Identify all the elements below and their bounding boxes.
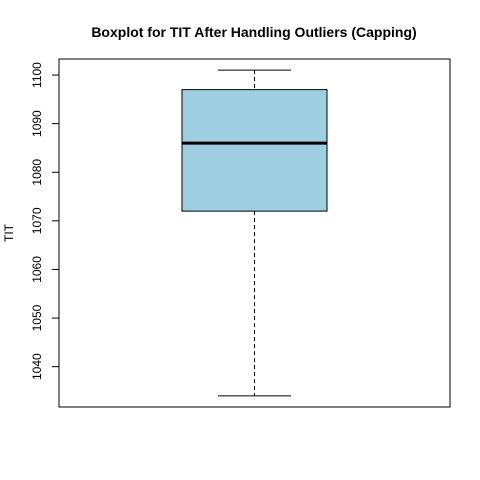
y-tick-label: 1090 [30,110,44,137]
y-tick-label: 1070 [30,207,44,234]
y-tick-label: 1100 [30,62,44,88]
y-axis: 1040 1050 1060 1070 1080 1090 1100 [30,62,60,380]
y-tick-label: 1050 [30,304,44,331]
chart-title: Boxplot for TIT After Handling Outliers … [91,24,416,40]
y-tick-label: 1040 [30,353,44,380]
boxplot-group [181,69,328,397]
y-tick-label: 1060 [30,256,44,283]
y-axis-label: TIT [2,223,16,242]
iqr-box [181,89,328,212]
y-tick-label: 1080 [30,159,44,186]
